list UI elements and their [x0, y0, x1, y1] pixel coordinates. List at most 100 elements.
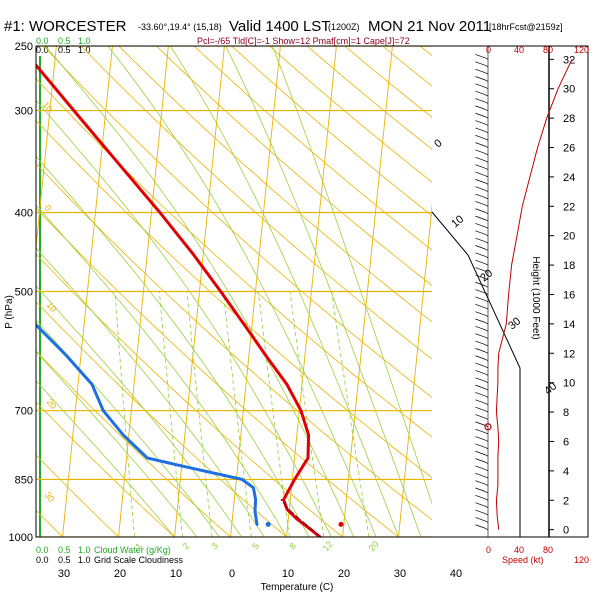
wind-barb-shaft — [485, 87, 489, 90]
wind-barb-shaft — [485, 94, 489, 97]
wind-barb-shaft — [485, 167, 489, 170]
wind-barb-shaft — [485, 233, 489, 237]
wind-barb — [475, 120, 489, 126]
dry-adiabat-line — [496, 46, 600, 537]
height-tick-label: 2 — [563, 495, 569, 507]
wind-barb-staff — [475, 90, 486, 96]
wind-barb-shaft — [485, 395, 489, 398]
dry-adiabat-line — [80, 46, 432, 360]
dry-adiabat-line — [231, 46, 432, 217]
wind-barb-staff — [475, 370, 486, 375]
wind-barb-staff — [475, 450, 486, 456]
y-axis-title: P (hPa) — [4, 295, 15, 329]
wind-barb-staff — [475, 259, 486, 265]
wind-barb-staff — [475, 105, 486, 110]
height-tick-label: 6 — [563, 436, 569, 448]
isotherm-label: 30 — [42, 490, 56, 504]
mixing-ratio-line — [186, 291, 213, 537]
wind-barb-shaft — [485, 278, 489, 281]
wind-barb — [475, 392, 489, 398]
cloud-cover-label-2: 1.0 — [78, 45, 91, 55]
dry-adiabat-line — [458, 46, 600, 537]
wind-barb-staff — [475, 252, 486, 257]
forecast-run: [18hrFcst@2159z] — [489, 22, 563, 32]
wind-barb — [475, 399, 489, 406]
wind-barb — [475, 377, 489, 383]
wind-barb-shaft — [485, 79, 489, 82]
wind-barb — [475, 428, 489, 435]
wind-barb-staff — [475, 458, 486, 463]
wind-barb-shaft — [485, 351, 489, 354]
mixing-ratio-line — [222, 291, 252, 537]
pressure-tick-label: 400 — [15, 207, 33, 219]
wind-barb-staff — [475, 472, 486, 478]
wind-barb-shaft — [485, 175, 489, 178]
wind-barb-shaft — [485, 241, 489, 244]
mixing-ratio-line — [289, 291, 325, 537]
isotherm-label: 10 — [44, 300, 58, 314]
wind-barb — [475, 465, 489, 472]
cloud-water-label-1: 0.5 — [58, 36, 71, 46]
height-tick-label: 24 — [563, 172, 575, 184]
wind-barb — [475, 68, 489, 75]
plot-frame — [35, 45, 589, 538]
dewpoint-line — [36, 322, 259, 526]
wind-barb-staff — [475, 392, 486, 397]
wind-barb — [475, 90, 489, 97]
wind-barb — [475, 472, 489, 479]
speed-tick-top-1: 40 — [514, 45, 524, 55]
pressure-tick-label: 850 — [15, 474, 33, 486]
wind-barb — [475, 267, 489, 273]
mixing-ratio-label: 1 — [133, 541, 144, 551]
moist-adiabat-line — [271, 46, 432, 505]
wind-barb-staff — [475, 524, 486, 529]
wind-barb — [475, 252, 489, 259]
wind-barb — [475, 208, 489, 214]
wind-barb-staff — [475, 208, 486, 213]
wind-barb — [475, 61, 489, 68]
surface-dewpoint-marker — [265, 521, 271, 527]
temperature-tick-label: 40 — [450, 568, 462, 580]
height-tick-label: 26 — [563, 143, 575, 155]
wind-barb-staff — [475, 112, 486, 118]
wind-barb — [475, 171, 489, 178]
wind-barb-staff — [475, 340, 486, 345]
station-title: #1: WORCESTER — [4, 18, 127, 35]
dry-adiabat-label: 10 — [449, 213, 466, 230]
dry-adiabat-line — [118, 46, 432, 323]
wind-barb-shaft — [485, 403, 489, 406]
wind-barb-staff — [475, 193, 486, 198]
parcel-line — [280, 499, 322, 537]
height-tick-label: 14 — [563, 319, 575, 331]
wind-barb-shaft — [485, 116, 489, 119]
pressure-tick-label: 500 — [15, 287, 33, 299]
wind-barb-shaft — [485, 256, 489, 259]
isotherm-line — [36, 46, 57, 252]
dry-adiabat-line — [36, 163, 432, 521]
dry-adiabat-line — [36, 119, 432, 479]
height-tick-label: 18 — [563, 260, 575, 272]
wind-barb-staff — [475, 215, 486, 220]
wind-barb — [475, 362, 489, 369]
wind-barb-shaft — [485, 505, 489, 508]
cloud-water-label-2: 1.0 — [78, 545, 91, 555]
wind-barb-staff — [475, 318, 486, 323]
dry-adiabat-line — [36, 207, 399, 537]
cloud-cover-title: Grid Scale Cloudiness — [94, 555, 184, 565]
mixing-ratio-line — [331, 291, 370, 537]
wind-barb-shaft — [485, 373, 489, 376]
height-tick-label: 30 — [563, 84, 575, 96]
cloud-scale-bottom: 0.0 0.5 1.0 Cloud Water (g/Kg) 0.0 0.5 1… — [36, 545, 184, 565]
wind-barb-staff — [475, 502, 486, 507]
wind-barb-staff — [475, 362, 486, 367]
wind-barb-staff — [475, 142, 486, 147]
wind-barb-shaft — [485, 182, 489, 185]
temperature-line — [36, 62, 322, 537]
wind-barb — [475, 245, 489, 251]
wind-barb-shaft — [485, 447, 489, 450]
wind-barb-shaft — [485, 263, 489, 266]
cloud-scale-top: 0.0 0.5 1.0 0.0 0.5 1.0 — [36, 36, 91, 55]
moist-adiabat-line — [169, 46, 399, 537]
wind-barb — [475, 384, 489, 391]
